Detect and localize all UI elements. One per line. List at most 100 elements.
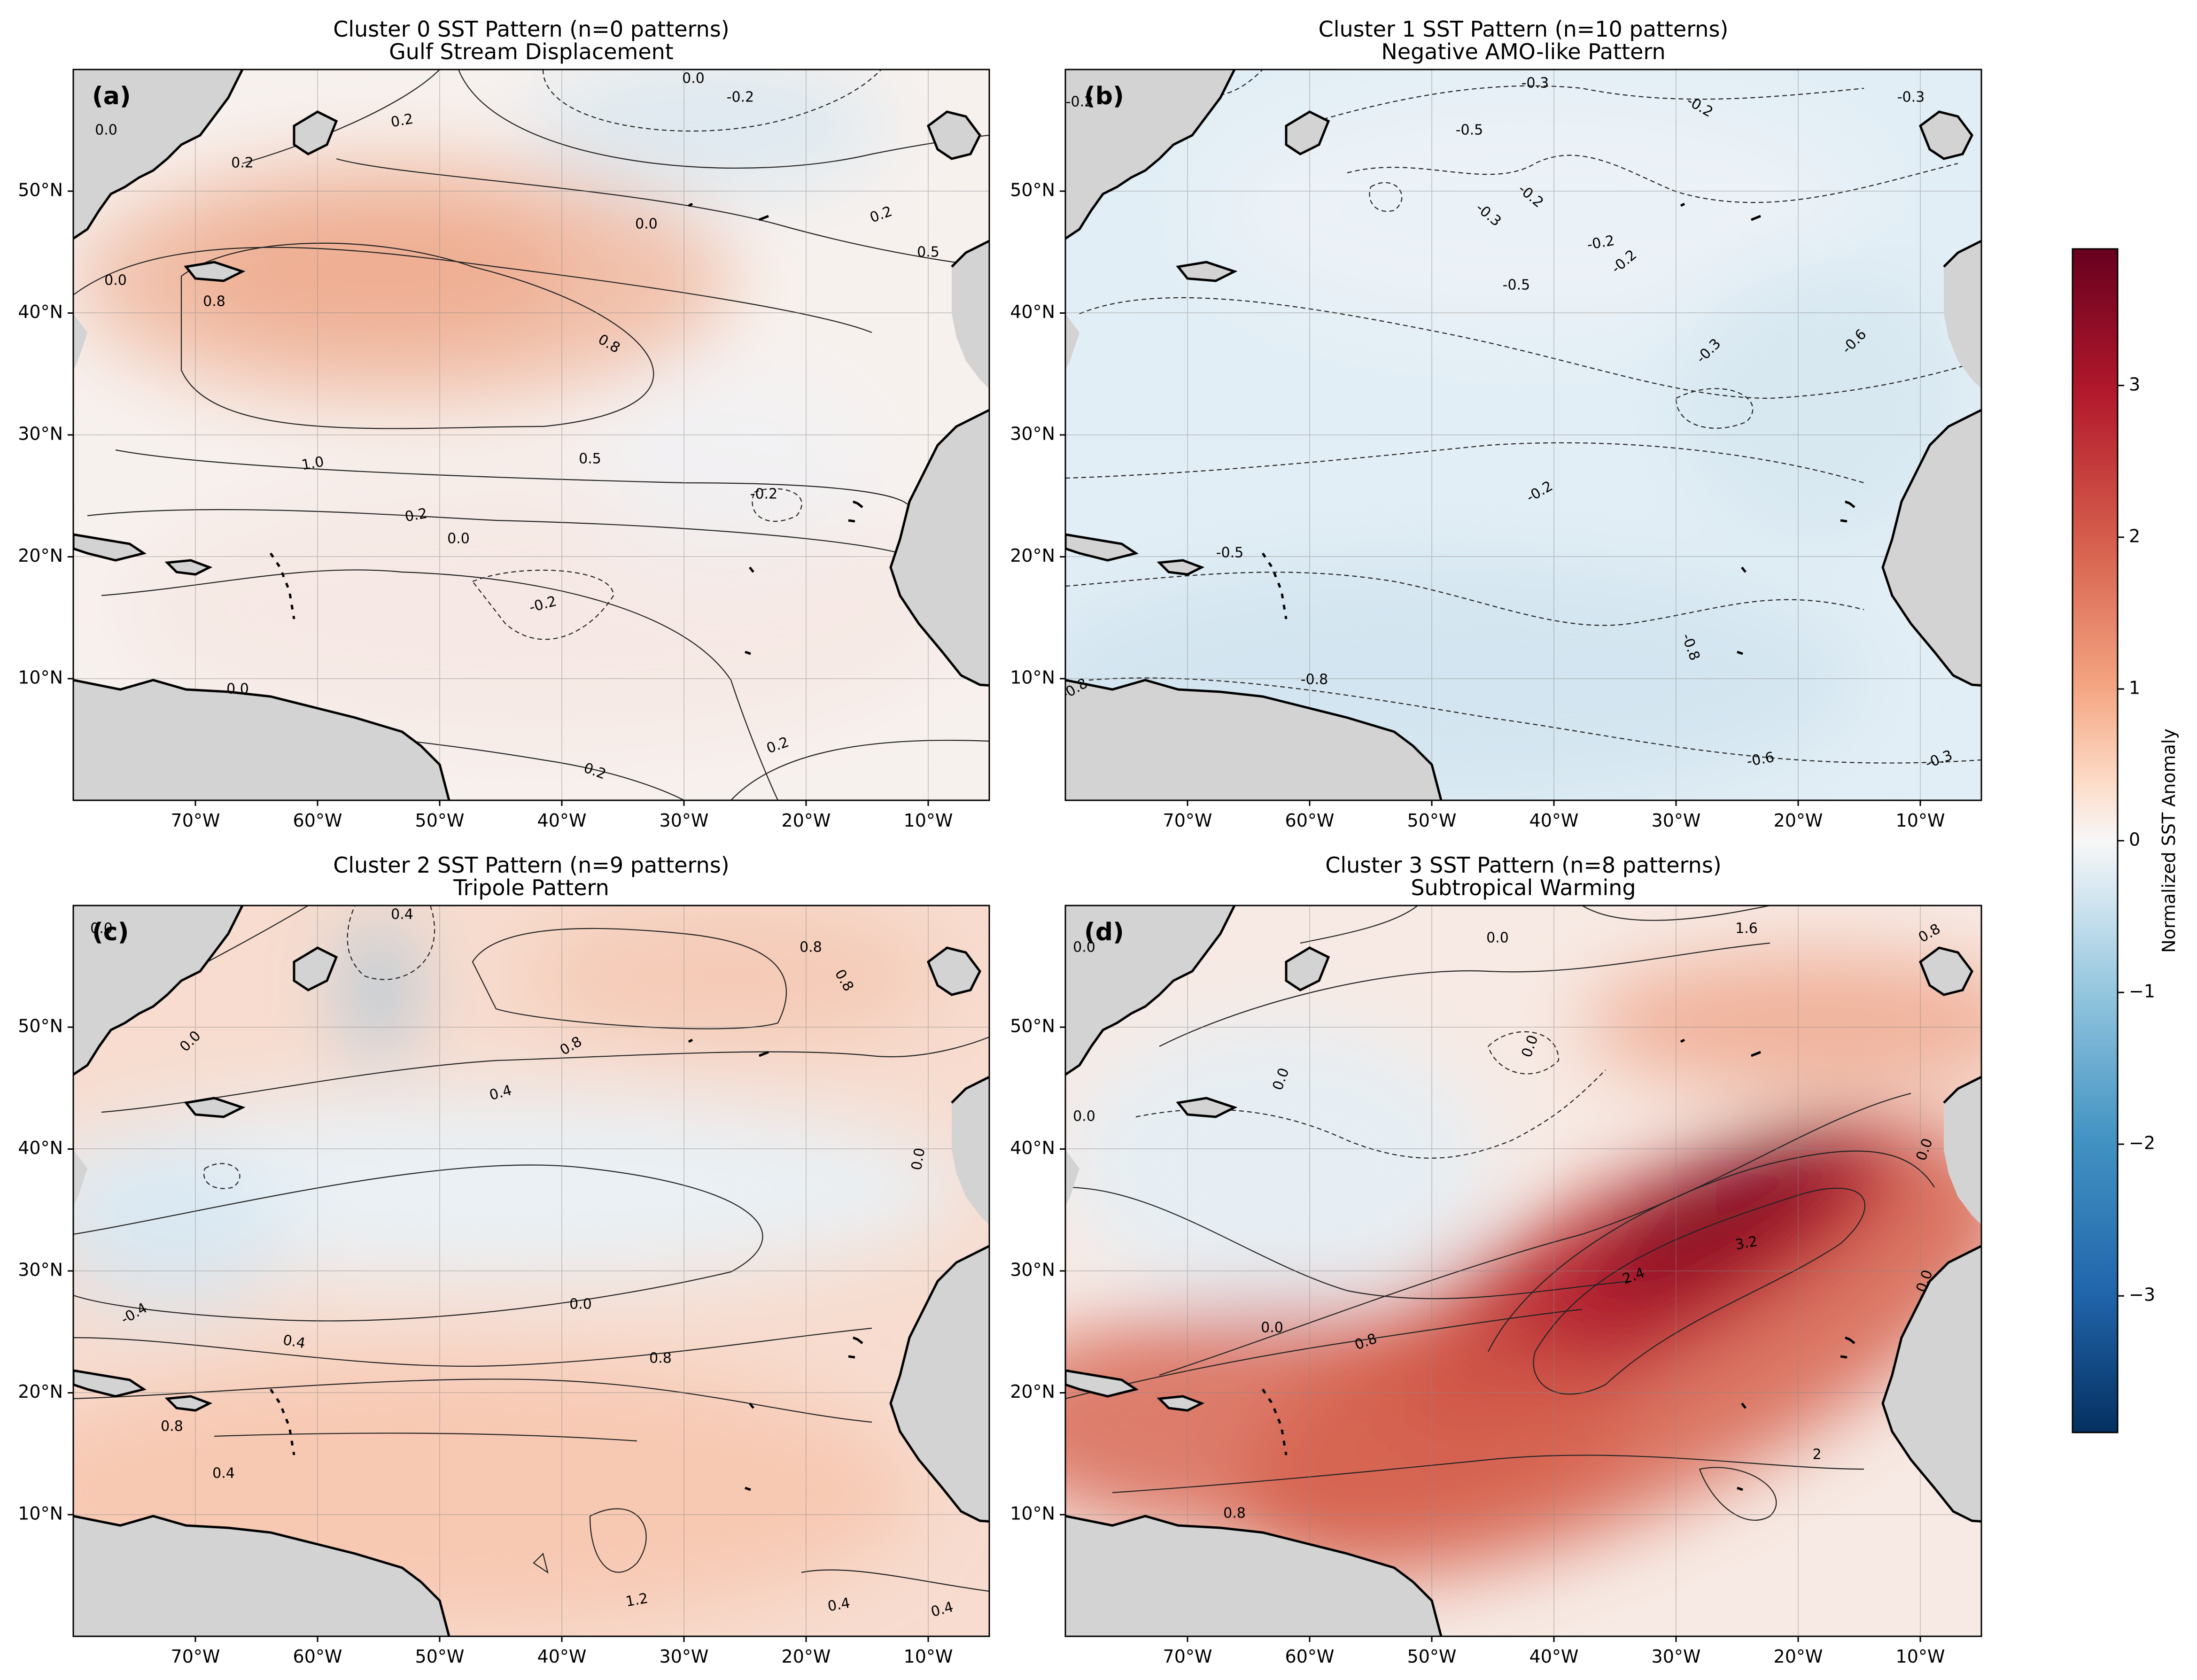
contour-line — [73, 1378, 872, 1423]
anomaly-region — [73, 1150, 285, 1319]
lon-tick-label: 50°W — [1407, 1646, 1457, 1667]
contour-label: 0.2 — [389, 111, 414, 131]
contour-line — [730, 740, 989, 800]
contour-label: 0.0 — [104, 272, 127, 289]
lat-tick-label: 20°N — [18, 1381, 63, 1402]
colorbar-label: Normalized SST Anomaly — [2158, 728, 2179, 953]
contour-label: -0.2 — [750, 486, 778, 503]
contour-line — [1065, 1308, 1583, 1400]
contour-label: -0.3 — [1897, 89, 1925, 106]
contour-label: 1.6 — [1735, 921, 1758, 937]
colorbar: 3 2 1 0 −1 −2 −3 Normalized SST Anomaly — [2072, 248, 2179, 1433]
contour-line — [180, 242, 654, 429]
anomaly-region — [529, 70, 886, 196]
contour-label: 0.0 — [226, 681, 249, 697]
contour-line — [87, 509, 901, 554]
map-panel: Cluster 0 SST Pattern (n=0 patterns)Gulf… — [18, 16, 990, 831]
lat-tick-label: 30°N — [18, 1260, 63, 1280]
lat-tick-label: 40°N — [18, 302, 63, 322]
contour-label: -0.8 — [1301, 672, 1328, 688]
lon-tick-label: 60°W — [293, 1646, 342, 1667]
lon-tick-label: 30°W — [1652, 810, 1701, 831]
contour-label: 0.8 — [161, 1418, 183, 1435]
contour-label: 0.5 — [579, 451, 601, 467]
contour-line — [1112, 1455, 1864, 1494]
contour-line — [73, 247, 872, 333]
lon-tick-label: 60°W — [1285, 810, 1335, 831]
lat-tick-label: 30°N — [1010, 424, 1055, 444]
lon-tick-label: 50°W — [1407, 810, 1457, 831]
lon-tick-label: 30°W — [1652, 1646, 1701, 1667]
anomaly-region — [1676, 257, 1958, 539]
contour-label: 1.0 — [300, 454, 325, 474]
colorbar-tick-label: 0 — [2129, 829, 2140, 850]
contour-line — [242, 70, 440, 164]
contour-line — [347, 906, 435, 980]
contour-lines — [1065, 906, 1935, 1521]
contour-label: 0.0 — [682, 70, 705, 87]
colorbar-tick-label: 1 — [2129, 677, 2140, 698]
contour-line — [203, 1163, 241, 1189]
contour-label: 0.0 — [447, 531, 470, 547]
lon-tick-label: 40°W — [1529, 1646, 1579, 1667]
contour-label: 0.0 — [635, 216, 658, 232]
contour-line — [73, 1327, 872, 1367]
lon-tick-label: 20°W — [1774, 810, 1823, 831]
contour-label: 0.2 — [404, 505, 428, 526]
lon-tick-label: 10°W — [904, 810, 953, 831]
contour-line — [1135, 1069, 1606, 1159]
lon-tick-label: 10°W — [1896, 810, 1945, 831]
lon-tick-label: 20°W — [1774, 1646, 1823, 1667]
lat-tick-label: 20°N — [18, 545, 63, 566]
contour-line — [1065, 1186, 1630, 1300]
lon-tick-label: 20°W — [782, 810, 831, 831]
contour-label: 0.4 — [282, 1332, 307, 1352]
contour-line — [801, 1569, 989, 1592]
anomaly-region — [1599, 1129, 1848, 1293]
map-area: -0.3-0.2 -0.3-0.5-0.3-0.2-0.2-0.2-0.5-0.3… — [1065, 70, 1981, 800]
contour-label: 1.2 — [624, 1590, 649, 1610]
lon-tick-label: 40°W — [1529, 810, 1579, 831]
lat-tick-label: 10°N — [1010, 1503, 1055, 1524]
lon-tick-label: 40°W — [537, 810, 587, 831]
lon-tick-label: 10°W — [904, 1646, 953, 1667]
contour-label: 0.0 — [1486, 930, 1509, 946]
lon-tick-label: 10°W — [1896, 1646, 1945, 1667]
lon-tick-label: 70°W — [1163, 810, 1212, 831]
panel-title: Cluster 1 SST Pattern (n=10 patterns) — [1319, 16, 1729, 42]
contour-label: -0.3 — [1522, 75, 1549, 92]
lat-tick-label: 50°N — [18, 1016, 63, 1037]
lon-tick-label: 50°W — [415, 1646, 465, 1667]
contour-label: 0.5 — [917, 244, 939, 261]
contour-line — [1159, 1092, 1911, 1376]
contour-line — [1065, 572, 1864, 626]
contour-line — [1675, 388, 1754, 429]
lat-tick-label: 20°N — [1010, 1381, 1055, 1402]
map-panel: Cluster 1 SST Pattern (n=10 patterns)Neg… — [1010, 16, 1982, 831]
contour-label: -0.2 — [727, 89, 754, 106]
lat-tick-label: 50°N — [1010, 1016, 1055, 1037]
contour-line — [1488, 1150, 1935, 1352]
lon-tick-label: 30°W — [660, 1646, 709, 1667]
lon-tick-label: 40°W — [537, 1646, 587, 1667]
lon-tick-label: 60°W — [293, 810, 342, 831]
panel-title: Cluster 0 SST Pattern (n=0 patterns) — [333, 16, 729, 42]
contour-line — [1533, 1187, 1866, 1395]
panel-title: Cluster 3 SST Pattern (n=8 patterns) — [1325, 852, 1721, 878]
contour-label: 0.8 — [649, 1350, 672, 1367]
colorbar-tick-label: 3 — [2129, 374, 2140, 395]
lat-tick-label: 30°N — [18, 424, 63, 444]
contour-line — [1300, 906, 1418, 944]
lat-tick-label: 10°N — [18, 667, 63, 688]
contour-label: -0.5 — [1456, 122, 1483, 139]
contour-label: 0.0 — [90, 921, 113, 937]
contour-label: 0.0 — [1261, 1320, 1283, 1336]
lat-tick-label: 10°N — [1010, 667, 1055, 688]
anomaly-region — [590, 375, 872, 563]
contour-label: 0.4 — [391, 906, 413, 923]
contour-label: 0.4 — [212, 1465, 235, 1482]
panel-letter: (d) — [1084, 918, 1124, 946]
colorbar-tick-label: −1 — [2129, 981, 2155, 1002]
contour-line — [1159, 942, 1770, 1047]
